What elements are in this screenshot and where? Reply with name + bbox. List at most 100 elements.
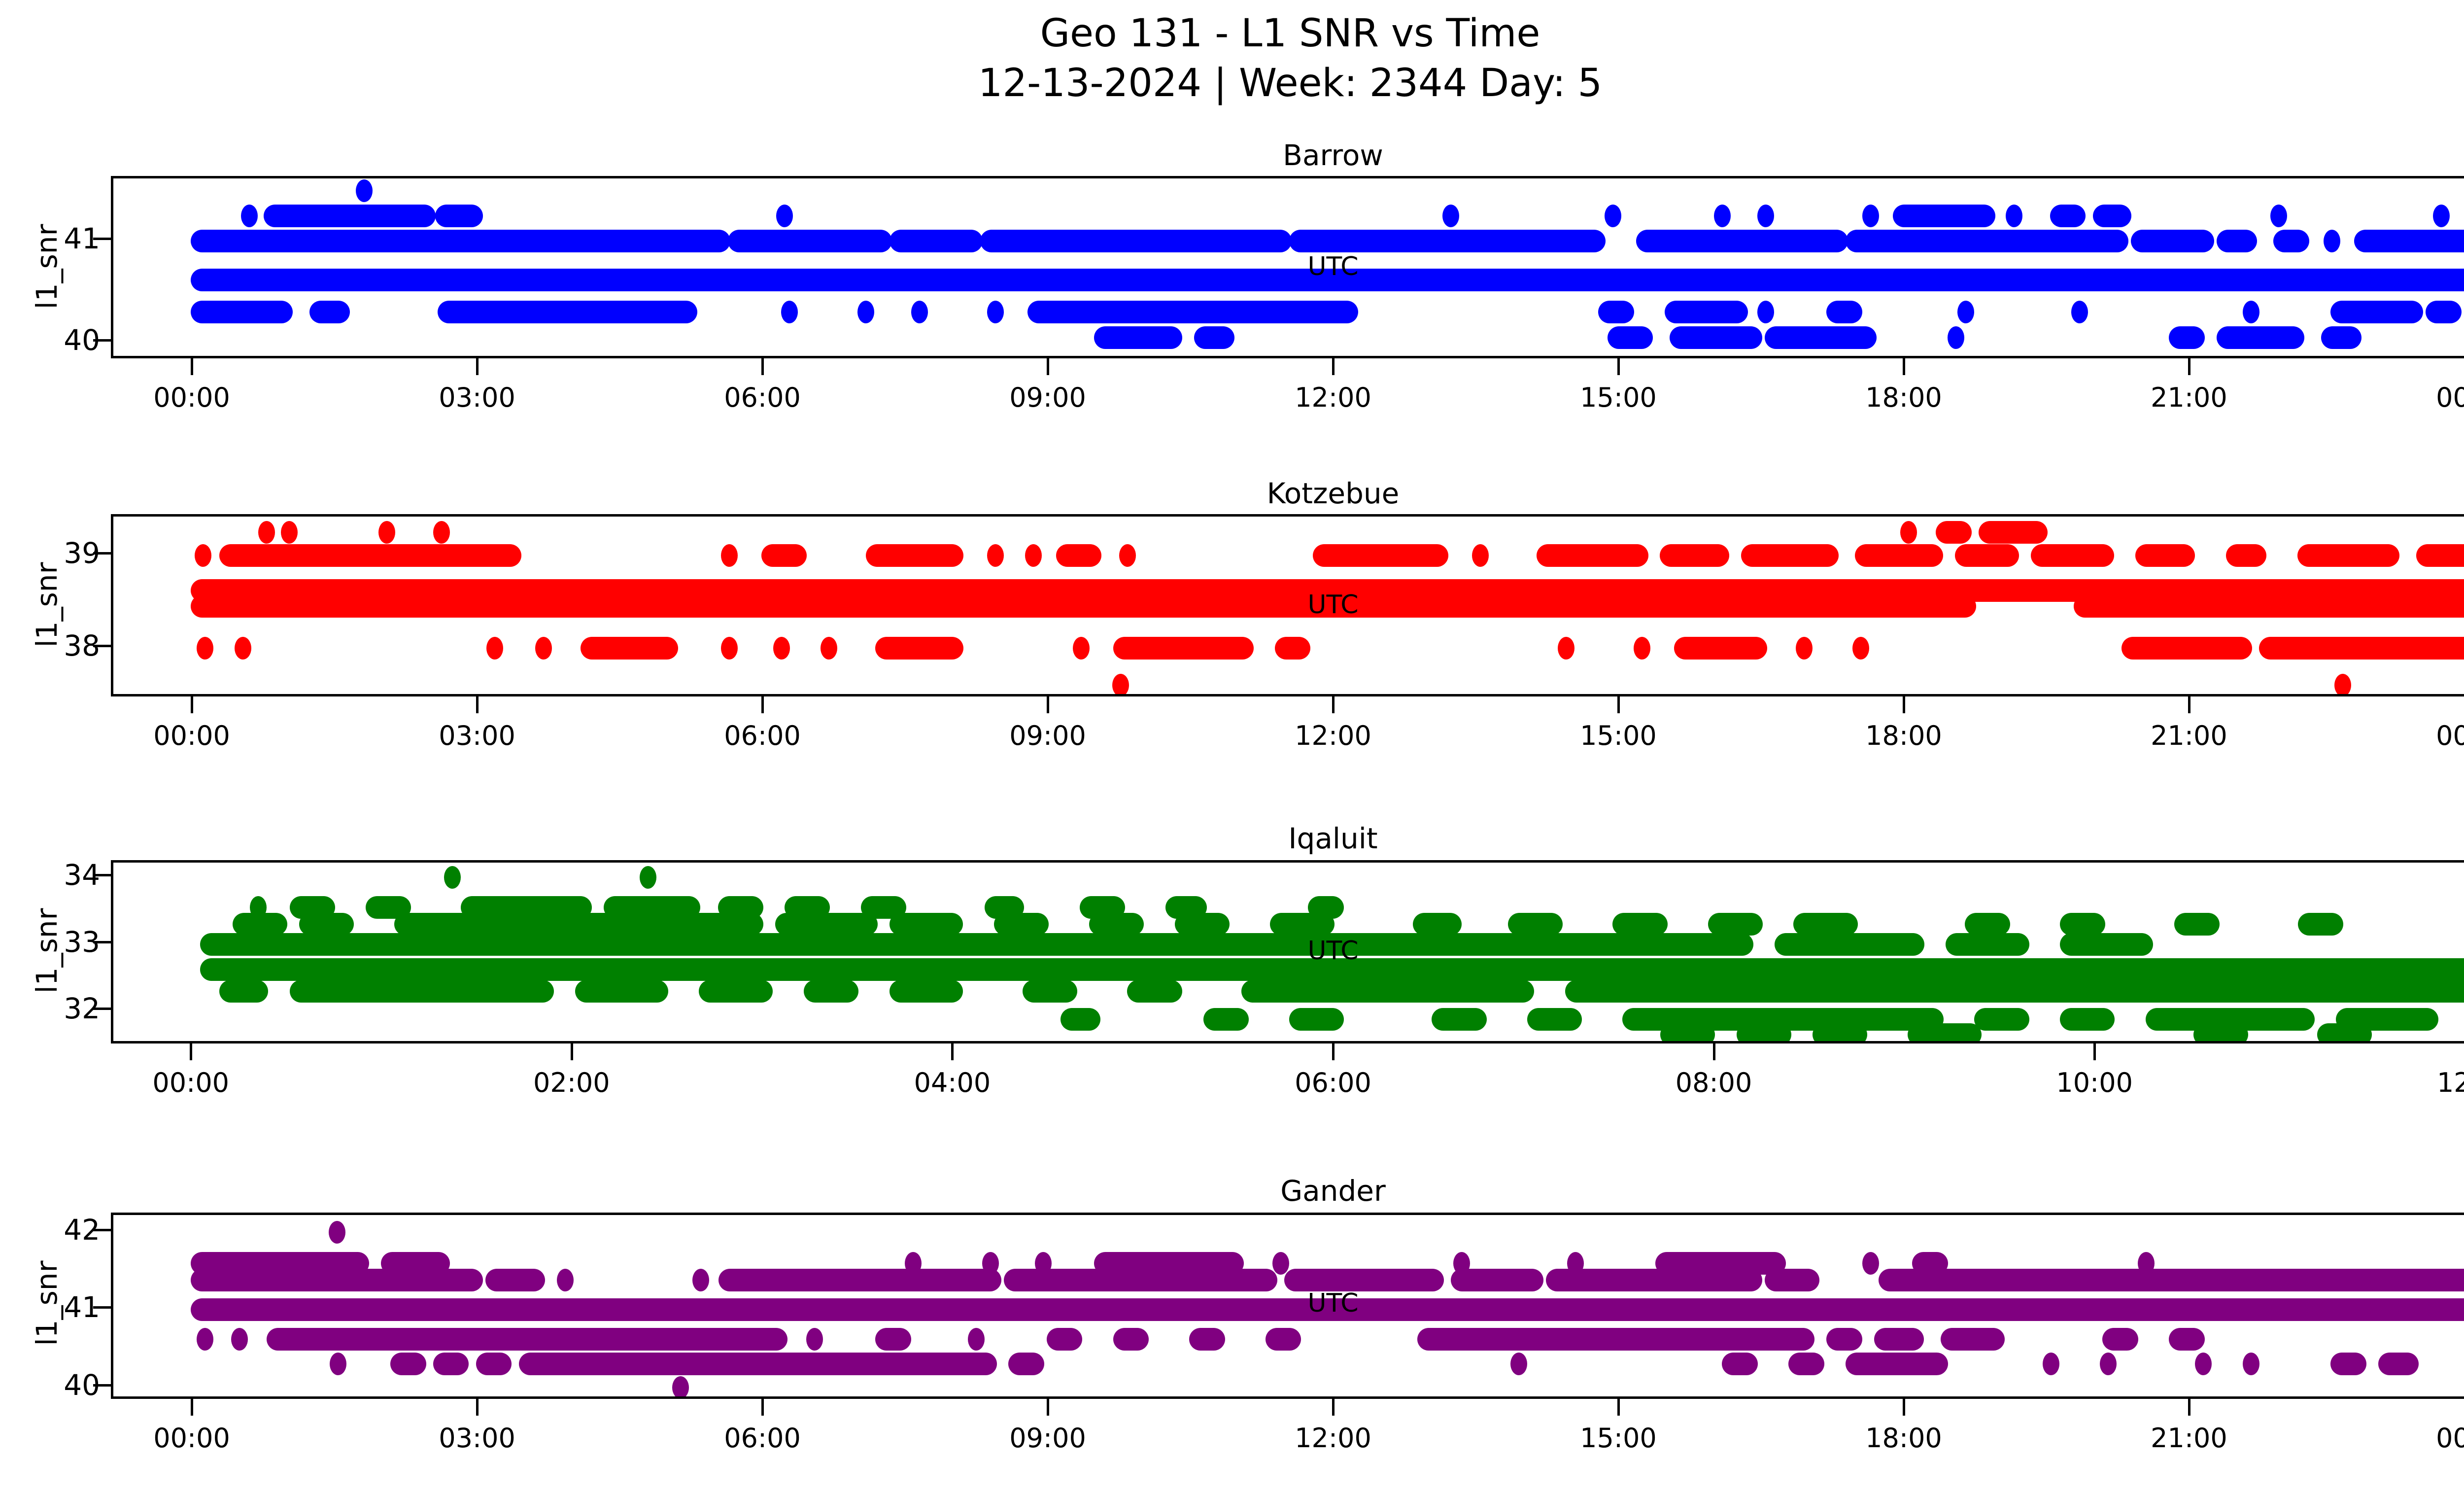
y-tick-kotzebue-38 (93, 644, 111, 647)
data-point-run (1813, 1023, 1868, 1041)
data-point-run (1598, 301, 1634, 324)
data-point (231, 1328, 248, 1351)
data-point (1604, 205, 1621, 228)
plot-area-kotzebue (111, 514, 2464, 696)
x-tick-label-gander-4: 12:00 (1295, 1423, 1371, 1454)
data-point-run (190, 268, 2464, 291)
x-tick-barrow-6 (1902, 358, 1905, 375)
data-point-run (1608, 326, 1653, 349)
y-tick-label-iqaluit-32: 32 (64, 992, 100, 1026)
data-point-run (865, 544, 963, 567)
y-axis-label-barrow: l1_snr (30, 224, 64, 310)
data-point-run (1736, 1023, 1791, 1041)
data-point-run (1056, 544, 1101, 567)
y-tick-iqaluit-33 (93, 940, 111, 943)
data-point-run (2354, 230, 2464, 253)
data-point (1757, 301, 1775, 324)
data-point (328, 1220, 345, 1244)
data-point-run (1845, 1353, 1948, 1376)
data-point (821, 636, 838, 660)
x-tick-label-gander-1: 03:00 (439, 1423, 515, 1454)
subplot-iqaluit: Iqaluit l1_snr UTC 32 33 34 00:00 02:00 04:00… (30, 822, 2464, 1098)
data-point (1862, 1252, 1879, 1275)
x-tick-kotzebue-5 (1617, 696, 1620, 713)
x-tick-iqaluit-0 (190, 1043, 193, 1060)
data-point-run (1113, 636, 1254, 660)
x-tick-label-barrow-7: 21:00 (2151, 382, 2227, 413)
x-tick-iqaluit-3 (1332, 1043, 1335, 1060)
data-point-run (1946, 933, 2029, 956)
data-point (1795, 636, 1813, 660)
x-axis-label-barrow: UTC (1307, 252, 1359, 281)
data-point-run (718, 1269, 1002, 1292)
data-point-run (2074, 595, 2464, 618)
data-point-run (1979, 521, 2048, 544)
data-point (378, 521, 395, 544)
data-point-run (1417, 1328, 1815, 1351)
data-point-run (1708, 912, 1763, 936)
x-tick-gander-4 (1332, 1399, 1335, 1416)
data-point-run (2060, 1008, 2115, 1031)
data-point (2006, 205, 2023, 228)
x-tick-label-gander-0: 00:00 (153, 1423, 230, 1454)
x-tick-barrow-1 (476, 358, 479, 375)
data-point (1634, 636, 1651, 660)
x-tick-label-kotzebue-5: 15:00 (1580, 720, 1657, 751)
x-tick-label-barrow-4: 12:00 (1295, 382, 1371, 413)
data-point (2043, 1353, 2060, 1376)
data-point-run (190, 230, 731, 253)
data-point-run (1194, 326, 1235, 349)
x-tick-gander-7 (2188, 1399, 2190, 1416)
data-point-run (438, 301, 697, 324)
data-point (197, 1328, 214, 1351)
data-point (911, 301, 928, 324)
y-tick-label-barrow-40: 40 (64, 323, 100, 357)
data-point (2242, 1353, 2259, 1376)
data-point (240, 205, 258, 228)
x-tick-label-iqaluit-6: 12:00 (2436, 1067, 2464, 1098)
data-point-run (1545, 1269, 1763, 1292)
x-tick-label-barrow-3: 09:00 (1009, 382, 1086, 413)
data-point-run (485, 1269, 545, 1292)
x-tick-label-barrow-6: 18:00 (1865, 382, 1942, 413)
data-point-run (394, 912, 763, 936)
x-tick-gander-6 (1902, 1399, 1905, 1416)
data-point (197, 636, 214, 660)
data-point-run (2330, 1353, 2366, 1376)
y-tick-gander-41 (93, 1306, 111, 1309)
data-point-run (1660, 544, 1729, 567)
data-point (535, 636, 552, 660)
data-point-run (518, 1353, 997, 1376)
data-point (1948, 326, 1965, 349)
data-point-run (575, 979, 668, 1003)
data-point (1119, 544, 1136, 567)
data-point-run (1507, 912, 1563, 936)
data-point-run (1127, 979, 1182, 1003)
data-point-run (2297, 544, 2400, 567)
data-point (2242, 301, 2259, 324)
data-point-run (1764, 326, 1877, 349)
x-tick-label-gander-2: 06:00 (724, 1423, 801, 1454)
y-tick-barrow-41 (93, 238, 111, 241)
data-point-run (267, 1328, 787, 1351)
data-point-run (980, 230, 1292, 253)
x-tick-label-iqaluit-4: 08:00 (1675, 1067, 1752, 1098)
data-point (2100, 1353, 2117, 1376)
subplot-title-iqaluit: Iqaluit (1288, 822, 1378, 855)
data-point-run (1893, 205, 1995, 228)
data-point (987, 544, 1004, 567)
data-point-run (1636, 230, 1848, 253)
data-point-run (1826, 1328, 1862, 1351)
data-point-run (2130, 230, 2214, 253)
data-point (556, 1269, 574, 1292)
data-point-run (2330, 301, 2424, 324)
y-axis-label-gander: l1_snr (30, 1260, 64, 1346)
x-axis-label-gander: UTC (1307, 1288, 1359, 1318)
data-point-run (761, 544, 807, 567)
x-tick-gander-1 (476, 1399, 479, 1416)
x-tick-gander-2 (761, 1399, 764, 1416)
data-point-run (2216, 326, 2305, 349)
x-tick-label-gander-7: 21:00 (2151, 1423, 2227, 1454)
data-point (195, 544, 212, 567)
data-point (1900, 521, 1917, 544)
